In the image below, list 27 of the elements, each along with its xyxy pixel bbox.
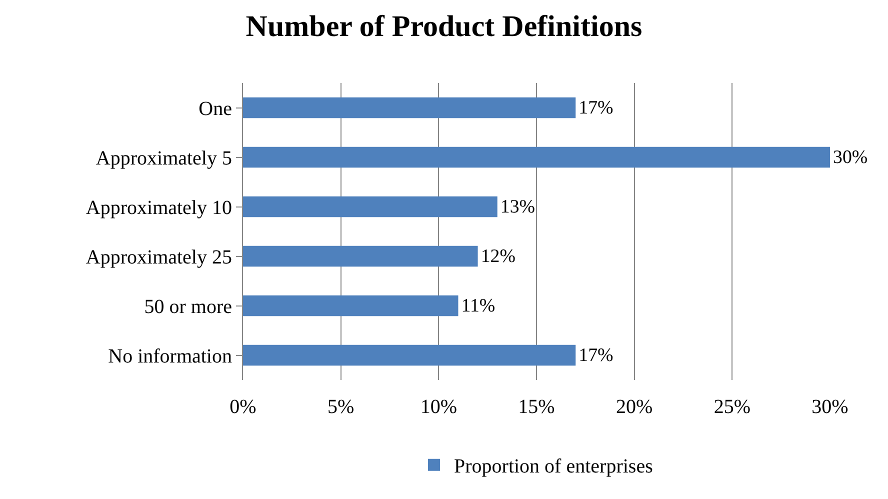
x-tick-label: 10% [420, 396, 458, 418]
x-tick-label: 5% [327, 396, 354, 418]
bar [243, 97, 576, 118]
bar [243, 196, 498, 218]
x-tick-label: 0% [230, 396, 256, 418]
x-tick-label: 30% [812, 396, 848, 418]
bar [243, 146, 830, 168]
y-tick-label: Approximately 25 [86, 246, 232, 268]
y-tick-label: No information [108, 345, 232, 368]
y-tick-label: 50 or more [144, 296, 232, 318]
data-label: 30% [833, 146, 868, 168]
bar [243, 246, 478, 267]
bar [243, 295, 458, 316]
data-label: 11% [461, 295, 496, 316]
data-label: 17% [578, 97, 614, 118]
y-tick-label: Approximately 5 [96, 147, 232, 170]
y-tick-label: Approximately 10 [86, 196, 232, 219]
legend-label: Proportion of enterprises [454, 456, 654, 478]
data-label: 12% [480, 246, 516, 267]
data-label: 13% [500, 196, 536, 218]
x-tick-label: 25% [714, 396, 751, 418]
chart-title: Number of Product Definitions [246, 10, 642, 43]
x-tick-label: 15% [518, 396, 555, 418]
x-tick-label: 20% [616, 396, 653, 418]
bar [243, 344, 576, 366]
y-tick-label: One [198, 98, 232, 120]
data-label: 17% [578, 344, 614, 366]
